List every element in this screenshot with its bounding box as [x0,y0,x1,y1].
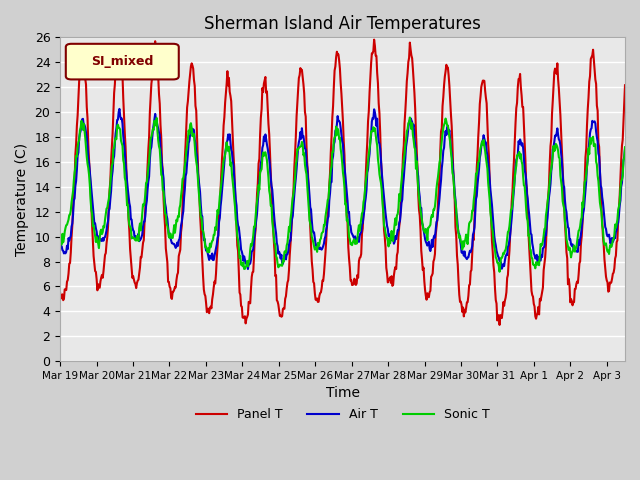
Line: Sonic T: Sonic T [60,118,625,272]
Air T [56,238,64,243]
Air T [116,106,124,112]
Panel T [298,68,305,73]
Air T [136,237,144,243]
Panel T [59,291,67,297]
Air T [244,266,252,272]
Sonic T [56,244,64,250]
Panel T [462,305,470,311]
FancyBboxPatch shape [66,44,179,79]
Panel T [56,290,64,296]
Air T [59,247,67,253]
Y-axis label: Temperature (C): Temperature (C) [15,143,29,256]
Text: SI_mixed: SI_mixed [91,55,154,68]
Sonic T [136,225,143,231]
Legend: Panel T, Air T, Sonic T: Panel T, Air T, Sonic T [191,403,495,426]
Sonic T [59,231,67,237]
Sonic T [621,144,629,150]
Sonic T [476,150,484,156]
X-axis label: Time: Time [326,386,360,400]
Title: Sherman Island Air Temperatures: Sherman Island Air Temperatures [204,15,481,33]
Line: Panel T: Panel T [60,40,625,325]
Panel T [476,101,484,107]
Sonic T [406,115,413,120]
Sonic T [496,269,504,275]
Air T [477,151,484,156]
Panel T [371,37,378,43]
Air T [320,240,328,246]
Air T [463,256,470,262]
Panel T [319,277,326,283]
Panel T [496,322,504,328]
Sonic T [319,229,326,235]
Panel T [621,83,629,88]
Air T [621,146,629,152]
Sonic T [298,143,305,149]
Sonic T [462,232,470,238]
Air T [299,134,307,140]
Panel T [136,271,143,276]
Line: Air T: Air T [60,109,625,269]
